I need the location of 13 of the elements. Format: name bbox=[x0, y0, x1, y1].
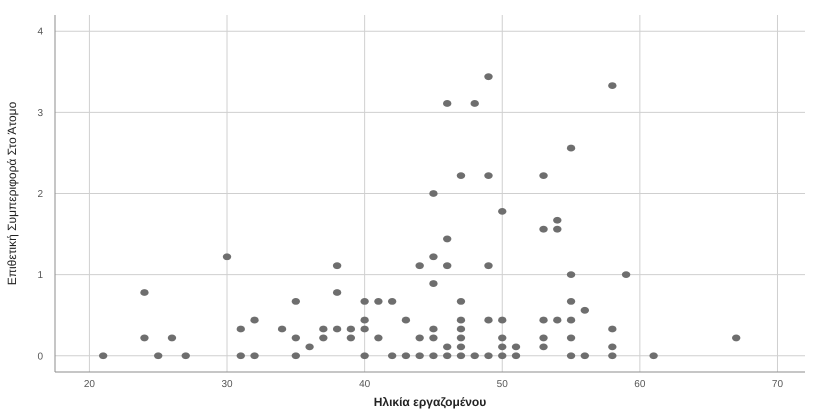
y-axis-title: Επιθετική Συμπεριφορά Στο Άτομο bbox=[5, 101, 19, 286]
x-tick-label: 50 bbox=[496, 379, 508, 390]
x-tick-label: 30 bbox=[221, 379, 234, 390]
y-tick-label: 1 bbox=[37, 270, 44, 282]
x-axis-title: Ηλικία εργαζομένου bbox=[374, 395, 486, 409]
y-tick-label: 0 bbox=[37, 351, 44, 362]
x-tick-label: 70 bbox=[772, 379, 784, 390]
x-tick-label: 20 bbox=[84, 379, 96, 390]
x-tick-label: 40 bbox=[359, 379, 371, 390]
y-tick-label: 4 bbox=[37, 26, 44, 38]
y-tick-label: 2 bbox=[37, 189, 44, 200]
y-tick-label: 3 bbox=[37, 108, 44, 119]
x-tick-label: 60 bbox=[634, 379, 646, 390]
